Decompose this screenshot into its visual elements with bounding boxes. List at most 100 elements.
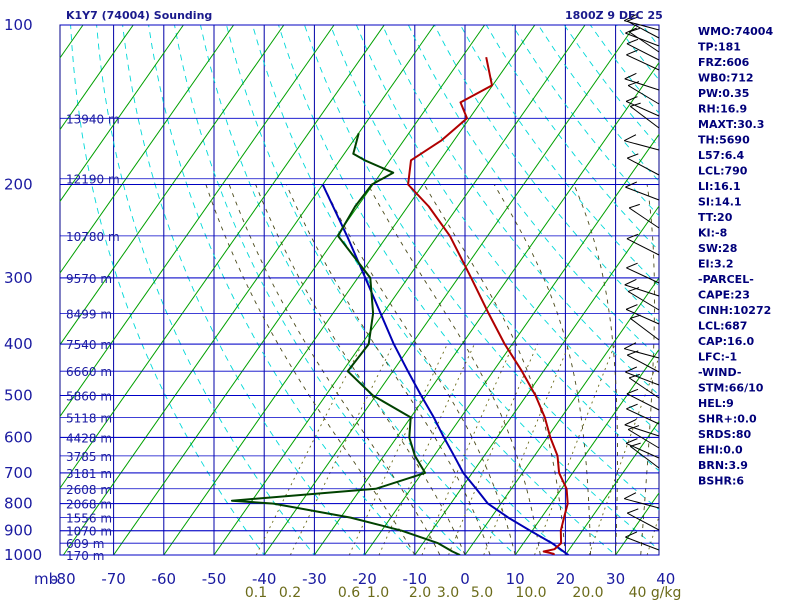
- index-line: RH:16.9: [698, 103, 747, 116]
- pressure-label: 800: [4, 495, 33, 513]
- height-label: 5860 m: [66, 389, 112, 403]
- index-line: SI:14.1: [698, 196, 742, 209]
- wind-barb-flag: [624, 134, 637, 142]
- wind-barb: [626, 354, 660, 373]
- isotherm-line: [213, 24, 586, 556]
- sounding-traces: [230, 56, 569, 555]
- index-line: EI:3.2: [698, 258, 734, 271]
- height-label: 9570 m: [66, 272, 112, 286]
- wind-barb: [624, 140, 660, 151]
- wind-barb: [626, 393, 660, 411]
- wind-barb: [629, 317, 660, 341]
- dry-adiabat: [252, 25, 617, 555]
- temperature-label: -70: [101, 570, 126, 588]
- pressure-label: 300: [4, 269, 33, 287]
- temperature-label: -20: [352, 570, 377, 588]
- wind-barb: [626, 157, 660, 176]
- mixing-ratio-label: 1.0: [367, 585, 389, 600]
- height-label: 8499 m: [66, 307, 112, 321]
- wind-barb: [626, 408, 660, 425]
- pressure-label: 900: [4, 522, 33, 540]
- isotherm-line: [59, 24, 385, 489]
- indices-panel: WMO:74004 TP:181 FRZ:606 WB0:712 PW:0.35 RH:1…: [698, 25, 773, 488]
- pressure-label: 700: [4, 464, 33, 482]
- wind-barb-flag: [624, 418, 637, 426]
- wind-barb-flag: [624, 72, 637, 80]
- dewpoint-trace: [230, 132, 461, 555]
- isotherm-line: [163, 24, 536, 556]
- wind-barb: [628, 377, 660, 399]
- index-line: LCL:790: [698, 165, 748, 178]
- wind-barb: [628, 31, 660, 53]
- temperature-label: 20: [556, 570, 575, 588]
- temperature-label: 10: [506, 570, 525, 588]
- isotherm-line: [514, 349, 660, 556]
- temperature-label: 30: [606, 570, 625, 588]
- dry-adiabat: [434, 25, 659, 323]
- index-line: CAPE:23: [698, 289, 750, 302]
- dry-adiabat: [329, 25, 659, 472]
- chart-title: K1Y7 (74004) Sounding: [66, 9, 212, 22]
- index-line: HEL:9: [698, 397, 734, 410]
- unit-label: mb: [34, 570, 58, 588]
- pressure-label: 200: [4, 176, 33, 194]
- isotherm-line: [263, 24, 636, 556]
- dry-adiabat: [96, 25, 315, 555]
- wind-barb-flag: [627, 153, 639, 159]
- wind-barb: [627, 429, 660, 449]
- height-label: 1556 m: [66, 512, 112, 526]
- moist-adiabat: [285, 184, 491, 555]
- wind-barb: [625, 186, 660, 201]
- index-line: CAP:16.0: [698, 335, 755, 348]
- height-label: 170 m: [66, 549, 104, 563]
- wind-barb: [627, 291, 660, 311]
- wind-barb: [624, 78, 660, 91]
- height-label: 4428 m: [66, 431, 112, 445]
- wind-barb: [625, 536, 660, 551]
- wind-barb-flag: [626, 233, 639, 240]
- isotherm-line: [59, 24, 184, 202]
- mixing-ratio-label: 10.0: [515, 585, 546, 600]
- index-line: WMO:74004: [698, 25, 773, 38]
- moist-adiabat: [205, 184, 416, 555]
- chart-time: 1800Z 9 DEC 25: [565, 9, 663, 22]
- wind-barb: [624, 424, 660, 437]
- dry-adiabat: [174, 25, 466, 555]
- wind-barb-flag: [625, 304, 638, 310]
- wind-barb-flag: [624, 492, 637, 500]
- wind-barb: [624, 284, 660, 297]
- wind-barb: [624, 348, 660, 359]
- wind-barb-flag: [626, 262, 638, 269]
- mixing-ratio-label: 5.0: [471, 585, 493, 600]
- wind-barb-flag: [626, 403, 638, 410]
- mixing-ratio-label: 20.0: [572, 585, 603, 600]
- wind-barb-flag: [624, 14, 637, 22]
- dry-adiabat: [485, 25, 659, 252]
- wind-barb-flag: [627, 81, 640, 86]
- index-line: EHI:0.0: [698, 444, 743, 457]
- wind-barb: [625, 32, 660, 47]
- isotherm-line: [59, 24, 84, 59]
- wind-barb-flag: [625, 27, 638, 34]
- wind-barb: [626, 512, 660, 531]
- wind-barb: [626, 267, 660, 284]
- wind-barb-flag: [625, 531, 638, 538]
- temperature-label: -50: [202, 570, 227, 588]
- index-line: BRN:3.9: [698, 459, 748, 472]
- wind-barb-flag: [630, 314, 641, 319]
- height-label: 5118 m: [66, 411, 112, 425]
- height-label: 3181 m: [66, 467, 112, 481]
- index-line: SRDS:80: [698, 428, 751, 441]
- index-line: FRZ:606: [698, 56, 750, 69]
- moist-adiabat: [255, 184, 466, 555]
- wind-barb: [628, 207, 660, 229]
- mixing-ratio-label: 0.2: [279, 585, 301, 600]
- isotherm-line: [59, 24, 335, 417]
- pressure-label: 600: [4, 428, 33, 446]
- isobars: [60, 24, 659, 556]
- height-label: 2608 m: [66, 483, 112, 497]
- height-label: 10780 m: [66, 230, 120, 244]
- wind-barb: [629, 105, 660, 129]
- temperature-label: -60: [152, 570, 177, 588]
